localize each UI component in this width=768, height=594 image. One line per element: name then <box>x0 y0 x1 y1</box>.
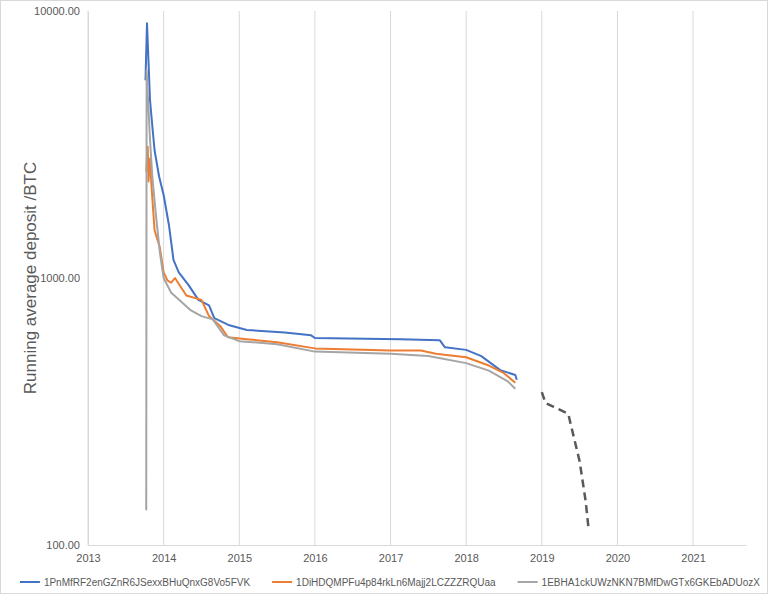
tick-label: 2016 <box>303 552 327 564</box>
legend-label: 1DiHDQMPFu4p84rkLn6Majj2LCZZZRQUaa <box>296 577 496 588</box>
legend-item: 1PnMfRF2enGZnR6JSexxBHuQnxG8Vo5FVK <box>20 577 251 588</box>
legend-label: 1PnMfRF2enGZnR6JSexxBHuQnxG8Vo5FVK <box>44 577 251 588</box>
tick: 2016 <box>303 545 327 564</box>
tick-label: 2021 <box>681 552 705 564</box>
grid-line <box>617 11 618 545</box>
tick-label: 2018 <box>454 552 478 564</box>
legend-swatch <box>272 581 292 583</box>
series-line <box>145 23 516 379</box>
grid-line <box>390 11 391 545</box>
y-axis-title: Running average deposit /BTC <box>21 162 40 394</box>
legend-item: 1EBHA1ckUWzNKN7BMfDwGTx6GKEbADUozX <box>518 577 761 588</box>
tick-label: 100.00 <box>46 539 80 551</box>
tick-label: 2014 <box>152 552 176 564</box>
tick: 2021 <box>681 545 705 564</box>
tick: 2019 <box>530 545 554 564</box>
y-axis: 100.00 1000.00 10000.00 <box>34 5 88 551</box>
axis-line <box>88 12 89 546</box>
tick-label: 1000.00 <box>40 272 80 284</box>
tick: 100.00 <box>46 539 88 551</box>
tick-label: 2017 <box>379 552 403 564</box>
tick-label: 2020 <box>606 552 630 564</box>
chart: 2013 2014 2015 2016 2017 2018 2019 2020 2021 100.… <box>0 0 768 594</box>
tick-label: 2015 <box>228 552 252 564</box>
legend: 1PnMfRF2enGZnR6JSexxBHuQnxG8Vo5FVK 1DiHDQ… <box>20 577 760 588</box>
legend-label: 1EBHA1ckUWzNKN7BMfDwGTx6GKEbADUozX <box>542 577 761 588</box>
series-group <box>145 23 588 530</box>
legend-swatch <box>20 581 40 583</box>
tick: 2014 <box>152 545 176 564</box>
tick: 2020 <box>606 545 630 564</box>
plot: 2013 2014 2015 2016 2017 2018 2019 2020 2021 100.… <box>34 5 746 564</box>
grid-line <box>466 11 467 545</box>
grid-line <box>314 11 315 545</box>
tick-label: 10000.00 <box>34 5 80 17</box>
tick: 2015 <box>228 545 252 564</box>
series-line <box>146 147 515 383</box>
grid-line <box>541 11 542 545</box>
tick: 2017 <box>379 545 403 564</box>
series-line <box>146 70 515 510</box>
x-axis: 2013 2014 2015 2016 2017 2018 2019 2020 2021 <box>76 545 746 564</box>
grid-line <box>239 11 240 545</box>
tick-label: 2019 <box>530 552 554 564</box>
series-line <box>542 392 589 530</box>
tick: 10000.00 <box>34 5 88 17</box>
chart-border <box>1 1 768 594</box>
tick: 2018 <box>454 545 478 564</box>
tick: 1000.00 <box>40 272 88 284</box>
grid-line <box>88 11 89 545</box>
x-grid <box>88 11 693 545</box>
legend-item: 1DiHDQMPFu4p84rkLn6Majj2LCZZZRQUaa <box>272 577 496 588</box>
grid-line <box>693 11 694 545</box>
tick-label: 2013 <box>76 552 100 564</box>
axis-line <box>89 545 747 546</box>
legend-swatch <box>518 581 538 583</box>
